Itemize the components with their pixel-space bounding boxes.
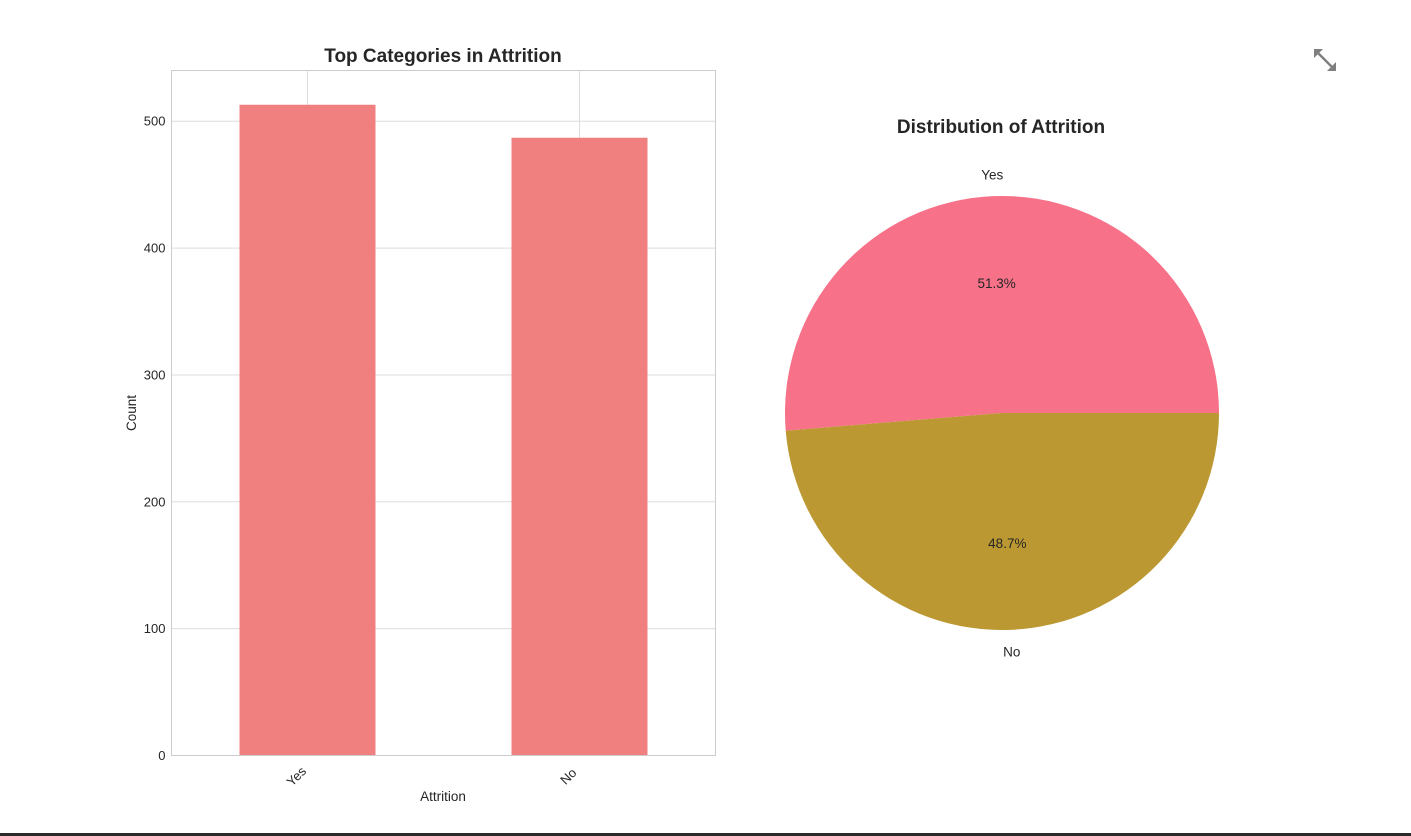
bar-chart-y-tick-label: 400 bbox=[144, 241, 166, 256]
bar-chart-title: Top Categories in Attrition bbox=[324, 46, 562, 67]
bar-chart-bars bbox=[239, 104, 648, 756]
bar-chart-x-axis-label: Attrition bbox=[420, 789, 466, 804]
pie-chart-slices bbox=[785, 196, 1219, 631]
expand-arrows-icon bbox=[1314, 49, 1336, 71]
pie-slice-label: Yes bbox=[981, 167, 1003, 182]
pie-chart-labels: Yes 51.3% No 48.7% bbox=[978, 167, 1027, 659]
pie-slice-percent-label: 51.3% bbox=[978, 276, 1016, 291]
bar-chart-y-tick-label: 300 bbox=[144, 367, 166, 382]
bar-chart-x-tick-label: No bbox=[557, 765, 579, 787]
bar-chart-y-tick-label: 200 bbox=[144, 494, 166, 509]
pie-slice-label: No bbox=[1003, 645, 1020, 660]
expand-button[interactable] bbox=[1310, 45, 1340, 75]
pie-slice-yes bbox=[785, 196, 1219, 431]
pie-chart-title: Distribution of Attrition bbox=[897, 117, 1105, 138]
pie-slice-percent-label: 48.7% bbox=[988, 536, 1026, 551]
bar-no bbox=[511, 137, 648, 756]
bar-chart-y-axis-label: Count bbox=[124, 395, 139, 431]
bar-yes bbox=[239, 104, 376, 756]
bar-chart-y-tick-label: 500 bbox=[144, 114, 166, 129]
bar-chart-y-ticks: 0 100 200 300 400 500 bbox=[144, 114, 166, 763]
bar-chart-x-tick-label: Yes bbox=[284, 763, 310, 789]
bar-chart-y-tick-label: 0 bbox=[158, 748, 165, 763]
pie-chart: Distribution of Attrition Yes 51.3% No 48.7… bbox=[785, 117, 1219, 660]
bar-chart-frame bbox=[171, 70, 716, 756]
bar-chart-y-tick-label: 100 bbox=[144, 621, 166, 636]
bottom-divider bbox=[0, 833, 1411, 836]
bar-chart: Top Categories in Attrition 0 100 200 300 40… bbox=[124, 46, 716, 804]
bar-chart-x-ticks: Yes No bbox=[284, 763, 580, 789]
pie-slice-no bbox=[785, 413, 1219, 631]
